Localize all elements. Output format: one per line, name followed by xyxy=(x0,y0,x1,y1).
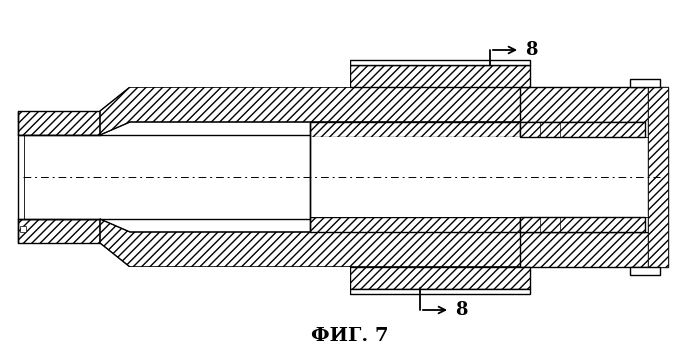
Bar xyxy=(18,111,100,135)
Bar xyxy=(350,267,530,289)
Bar xyxy=(350,60,530,65)
Bar xyxy=(630,79,660,87)
Bar xyxy=(18,111,100,135)
Text: 8: 8 xyxy=(455,301,468,319)
Bar xyxy=(520,232,660,267)
Bar xyxy=(350,267,530,289)
Polygon shape xyxy=(100,87,530,135)
Bar xyxy=(100,267,350,294)
Bar xyxy=(520,122,645,137)
Bar xyxy=(520,217,645,232)
Bar xyxy=(18,135,100,219)
Bar xyxy=(350,289,530,294)
Bar xyxy=(648,87,668,267)
Bar xyxy=(100,60,350,87)
Bar xyxy=(310,217,520,232)
Bar xyxy=(18,219,100,243)
Bar xyxy=(520,217,645,232)
Bar xyxy=(310,217,520,232)
Bar xyxy=(350,65,530,87)
Bar xyxy=(520,122,660,232)
Bar xyxy=(648,87,668,267)
Bar xyxy=(520,232,660,267)
Bar xyxy=(310,122,520,137)
Text: ФИГ. 7: ФИГ. 7 xyxy=(311,327,389,345)
Bar xyxy=(350,65,530,87)
Bar xyxy=(520,87,660,122)
Bar xyxy=(310,137,520,217)
Bar xyxy=(520,122,645,137)
Bar xyxy=(310,122,520,137)
Polygon shape xyxy=(100,219,530,267)
Bar xyxy=(20,226,26,232)
Bar xyxy=(630,267,660,275)
Text: 8: 8 xyxy=(525,41,538,59)
Bar xyxy=(520,87,660,122)
Bar xyxy=(18,219,100,243)
